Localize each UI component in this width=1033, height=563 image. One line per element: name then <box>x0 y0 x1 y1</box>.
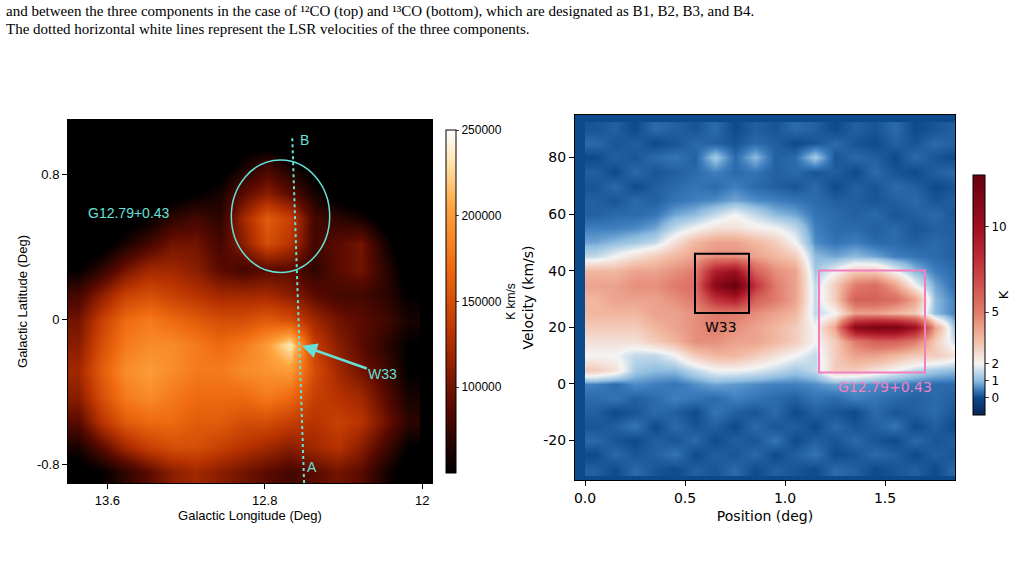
svg-text:100000: 100000 <box>461 380 501 394</box>
svg-text:0.5: 0.5 <box>674 490 696 506</box>
svg-text:2: 2 <box>991 357 999 371</box>
svg-text:-0.8: -0.8 <box>37 457 59 472</box>
svg-text:Galactic Longitude (Deg): Galactic Longitude (Deg) <box>178 508 322 523</box>
svg-text:40: 40 <box>548 263 566 279</box>
svg-text:20: 20 <box>548 319 566 335</box>
svg-text:250000: 250000 <box>461 123 501 137</box>
svg-text:0: 0 <box>557 376 566 392</box>
svg-text:0.8: 0.8 <box>41 167 59 182</box>
svg-text:200000: 200000 <box>461 209 501 223</box>
svg-text:K: K <box>996 290 1011 299</box>
svg-text:80: 80 <box>548 149 566 165</box>
svg-text:G12.79+0.43: G12.79+0.43 <box>88 205 170 221</box>
html-text:The dotted horizontal white li: The dotted horizontal white lines repres… <box>6 21 530 37</box>
svg-text:Velocity (km/s): Velocity (km/s) <box>520 245 536 349</box>
svg-text:1: 1 <box>991 374 999 388</box>
svg-text:0: 0 <box>52 312 59 327</box>
svg-text:-20: -20 <box>543 432 566 448</box>
svg-text:Position (deg): Position (deg) <box>717 508 813 524</box>
svg-text:150000: 150000 <box>461 295 501 309</box>
svg-text:0.0: 0.0 <box>574 490 596 506</box>
svg-text:0: 0 <box>991 391 999 405</box>
svg-text:K km/s: K km/s <box>504 283 518 320</box>
svg-text:13.6: 13.6 <box>95 493 120 508</box>
svg-text:60: 60 <box>548 206 566 222</box>
svg-text:Galactic Latitude (Deg): Galactic Latitude (Deg) <box>15 235 30 368</box>
html-text:and between the three componen: and between the three components in the … <box>6 3 755 19</box>
svg-text:12: 12 <box>415 493 429 508</box>
svg-text:W33: W33 <box>705 319 737 335</box>
svg-text:A: A <box>307 459 317 475</box>
svg-text:12.8: 12.8 <box>252 493 277 508</box>
svg-text:G12.79+0.43: G12.79+0.43 <box>838 379 932 395</box>
svg-text:1.5: 1.5 <box>874 490 896 506</box>
svg-text:5: 5 <box>991 305 999 319</box>
svg-text:1.0: 1.0 <box>774 490 796 506</box>
svg-text:10: 10 <box>991 220 1006 234</box>
svg-text:W33: W33 <box>368 366 397 382</box>
svg-text:B: B <box>300 132 309 148</box>
